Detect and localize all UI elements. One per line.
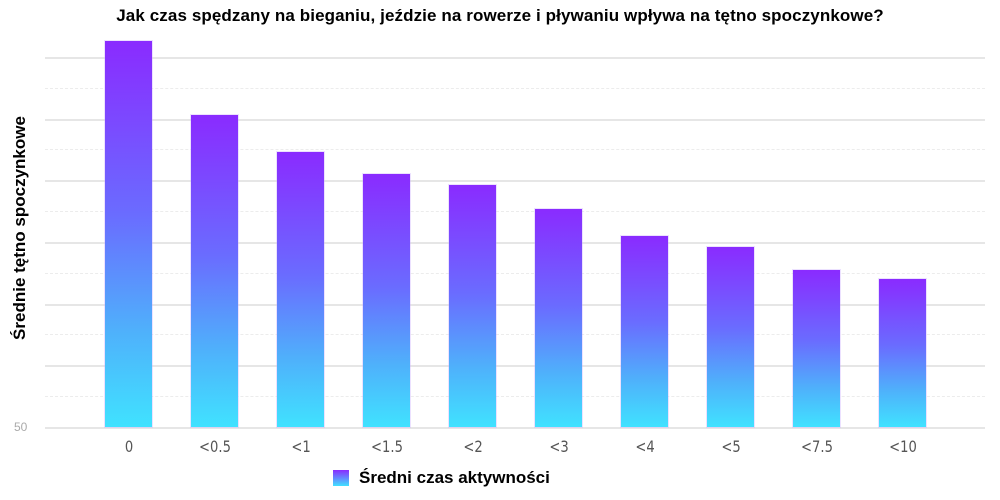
gridline xyxy=(45,241,985,244)
gridline xyxy=(45,427,985,429)
x-tick-label: <7.5 xyxy=(800,437,833,456)
legend-swatch xyxy=(333,470,349,486)
x-tick-label: <0.5 xyxy=(198,437,231,456)
bar[interactable] xyxy=(191,114,238,427)
gridline xyxy=(45,365,985,368)
legend-label: Średni czas aktywności xyxy=(359,468,550,487)
x-tick-label: <4 xyxy=(634,437,655,456)
gridline xyxy=(45,56,985,59)
plot-area: 50 0 <0.5 <1 <1.5 <2 <3 <4 <5 <7.5 <10 xyxy=(14,0,985,500)
legend: Średni czas aktywności xyxy=(333,468,550,488)
x-tick-label: <1.5 xyxy=(370,437,403,456)
bar[interactable] xyxy=(449,185,496,427)
gridline-minor xyxy=(45,396,985,398)
x-tick-label: 0 xyxy=(124,437,133,456)
bar[interactable] xyxy=(793,270,840,427)
bar[interactable] xyxy=(707,246,754,427)
gridline xyxy=(45,180,985,183)
chart-title: Jak czas spędzany na bieganiu, jeździe n… xyxy=(116,6,884,25)
x-tick-label: <5 xyxy=(720,437,741,456)
gridline-minor xyxy=(45,334,985,336)
gridline-minor xyxy=(45,149,985,151)
gridline-minor xyxy=(45,211,985,213)
x-tick-label: <10 xyxy=(888,437,917,456)
x-tick-label: <3 xyxy=(548,437,569,456)
gridline-minor xyxy=(45,272,985,274)
bar[interactable] xyxy=(879,278,926,427)
y-tick-label: 50 xyxy=(14,420,28,434)
gridline-minor xyxy=(45,87,985,89)
bar[interactable] xyxy=(277,151,324,427)
gridline xyxy=(45,118,985,121)
gridline xyxy=(45,303,985,306)
bar[interactable] xyxy=(105,40,152,427)
bar[interactable] xyxy=(363,174,410,427)
bar[interactable] xyxy=(535,208,582,427)
x-tick-label: <1 xyxy=(290,437,311,456)
x-tick-label: <2 xyxy=(462,437,483,456)
bar[interactable] xyxy=(621,235,668,427)
y-axis-label: Średnie tętno spoczynkowe xyxy=(10,116,29,340)
